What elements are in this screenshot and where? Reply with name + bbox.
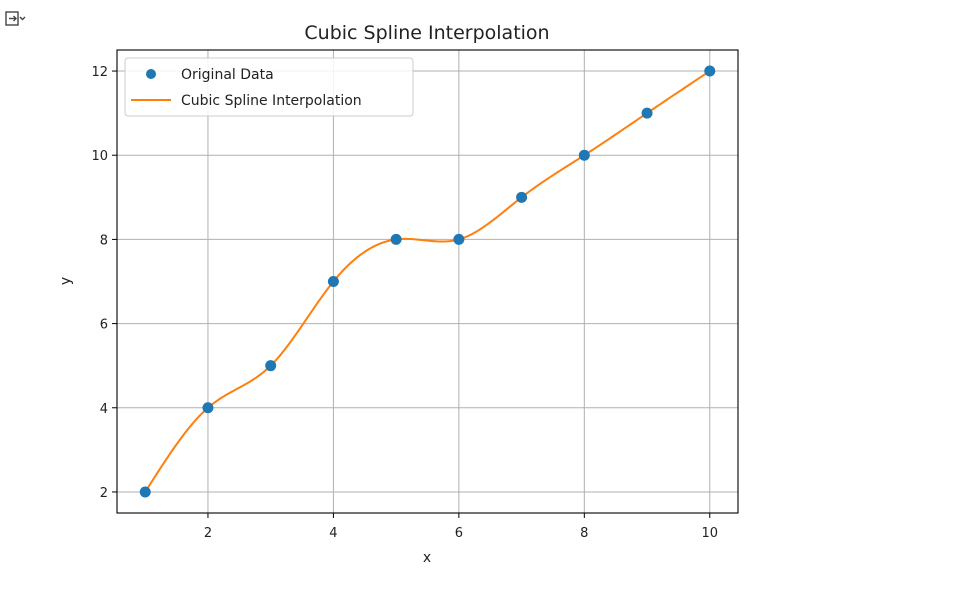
legend-marker-original-data (146, 69, 156, 79)
data-point (327, 276, 339, 287)
y-tick-label: 8 (100, 233, 108, 248)
x-tick-label: 4 (329, 526, 337, 541)
y-tick-label: 4 (100, 402, 108, 417)
legend-box (124, 57, 414, 117)
spline-line (144, 70, 711, 493)
y-axis-ticks: 2 4 6 8 10 12 (91, 65, 117, 501)
plot-frame (116, 49, 739, 514)
x-tick-label: 10 (701, 526, 718, 541)
y-tick-label: 12 (91, 65, 108, 80)
data-point (516, 191, 528, 203)
legend: Original Data Cubic Spline Interpolation (124, 57, 414, 117)
y-tick-label: 10 (91, 149, 108, 164)
spline-series (144, 70, 711, 493)
x-tick-label: 8 (580, 526, 588, 541)
data-point (390, 233, 402, 245)
data-point (139, 486, 151, 498)
x-axis-label: x (423, 550, 431, 566)
legend-label-original-data: Original Data (181, 67, 274, 83)
data-point (265, 360, 277, 372)
y-tick-label: 2 (100, 486, 108, 501)
y-tick-label: 6 (100, 318, 108, 333)
output-expand-icon (5, 11, 26, 26)
x-axis-ticks: 2 4 6 8 10 (204, 513, 718, 541)
x-tick-label: 6 (455, 526, 463, 541)
data-point (453, 233, 465, 245)
y-axis-label: y (58, 277, 74, 285)
data-point (578, 149, 590, 161)
data-point (704, 65, 716, 77)
x-tick-label: 2 (204, 526, 212, 541)
grid-lines (117, 50, 738, 513)
chart-title: Cubic Spline Interpolation (304, 22, 549, 44)
legend-label-spline: Cubic Spline Interpolation (181, 93, 362, 109)
data-point (641, 107, 653, 119)
data-point (202, 402, 214, 414)
data-point-series (139, 65, 716, 498)
output-toggle-button[interactable] (0, 8, 30, 30)
